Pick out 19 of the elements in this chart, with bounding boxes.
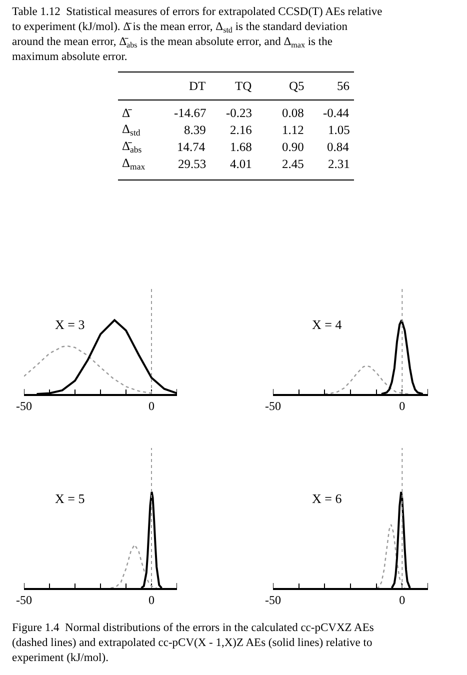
text: Δ̄$_{abs}$ 14.74 1.68 0.90 0.84 (122, 139, 349, 155)
x-tick-label: -50 (16, 593, 32, 608)
chart-title: X = 6 (312, 491, 342, 506)
x-tick-label: 0 (399, 593, 406, 608)
x-tick-label: 0 (148, 399, 154, 414)
x-tick-label: -50 (16, 399, 32, 414)
x-tick-label: -50 (265, 593, 281, 608)
text: DT TQ Q5 56 (189, 79, 350, 93)
x-tick-label: -50 (265, 399, 281, 414)
chart-title: X = 4 (312, 317, 342, 332)
text: Δ$_{max}$ 29.53 4.01 2.45 2.31 (122, 156, 350, 172)
chart-title: Table 1.12 Statistical measures of errors for extrapolated CCSD(T) AEs relative to experiment (kJ/mol). Δ̄ is the mean error, Δ$_{std}$ is the standard deviation around the mean error, Δ̄$_{abs}$ is the mean absolute error, and Δ$_{max}$ is the maximum absolute error. (12, 6, 382, 63)
text: Δ̄ -14.67 -0.23 0.08 -0.44 (122, 106, 350, 120)
chart-title: X = 3 (55, 317, 85, 332)
x-tick-label: 0 (148, 593, 154, 608)
chart-title: X = 5 (55, 491, 85, 506)
text: Figure 1.4 Normal distributions of the errors in the calculated cc-pCVXZ AEs (dashed lines) and extrapolated cc-pCV(X - 1,X)Z AEs (solid lines) relative to experiment (kJ/mol). (12, 622, 374, 664)
x-tick-label: 0 (399, 399, 406, 414)
text: Δ$_{std}$ 8.39 2.16 1.12 1.05 (122, 122, 350, 138)
